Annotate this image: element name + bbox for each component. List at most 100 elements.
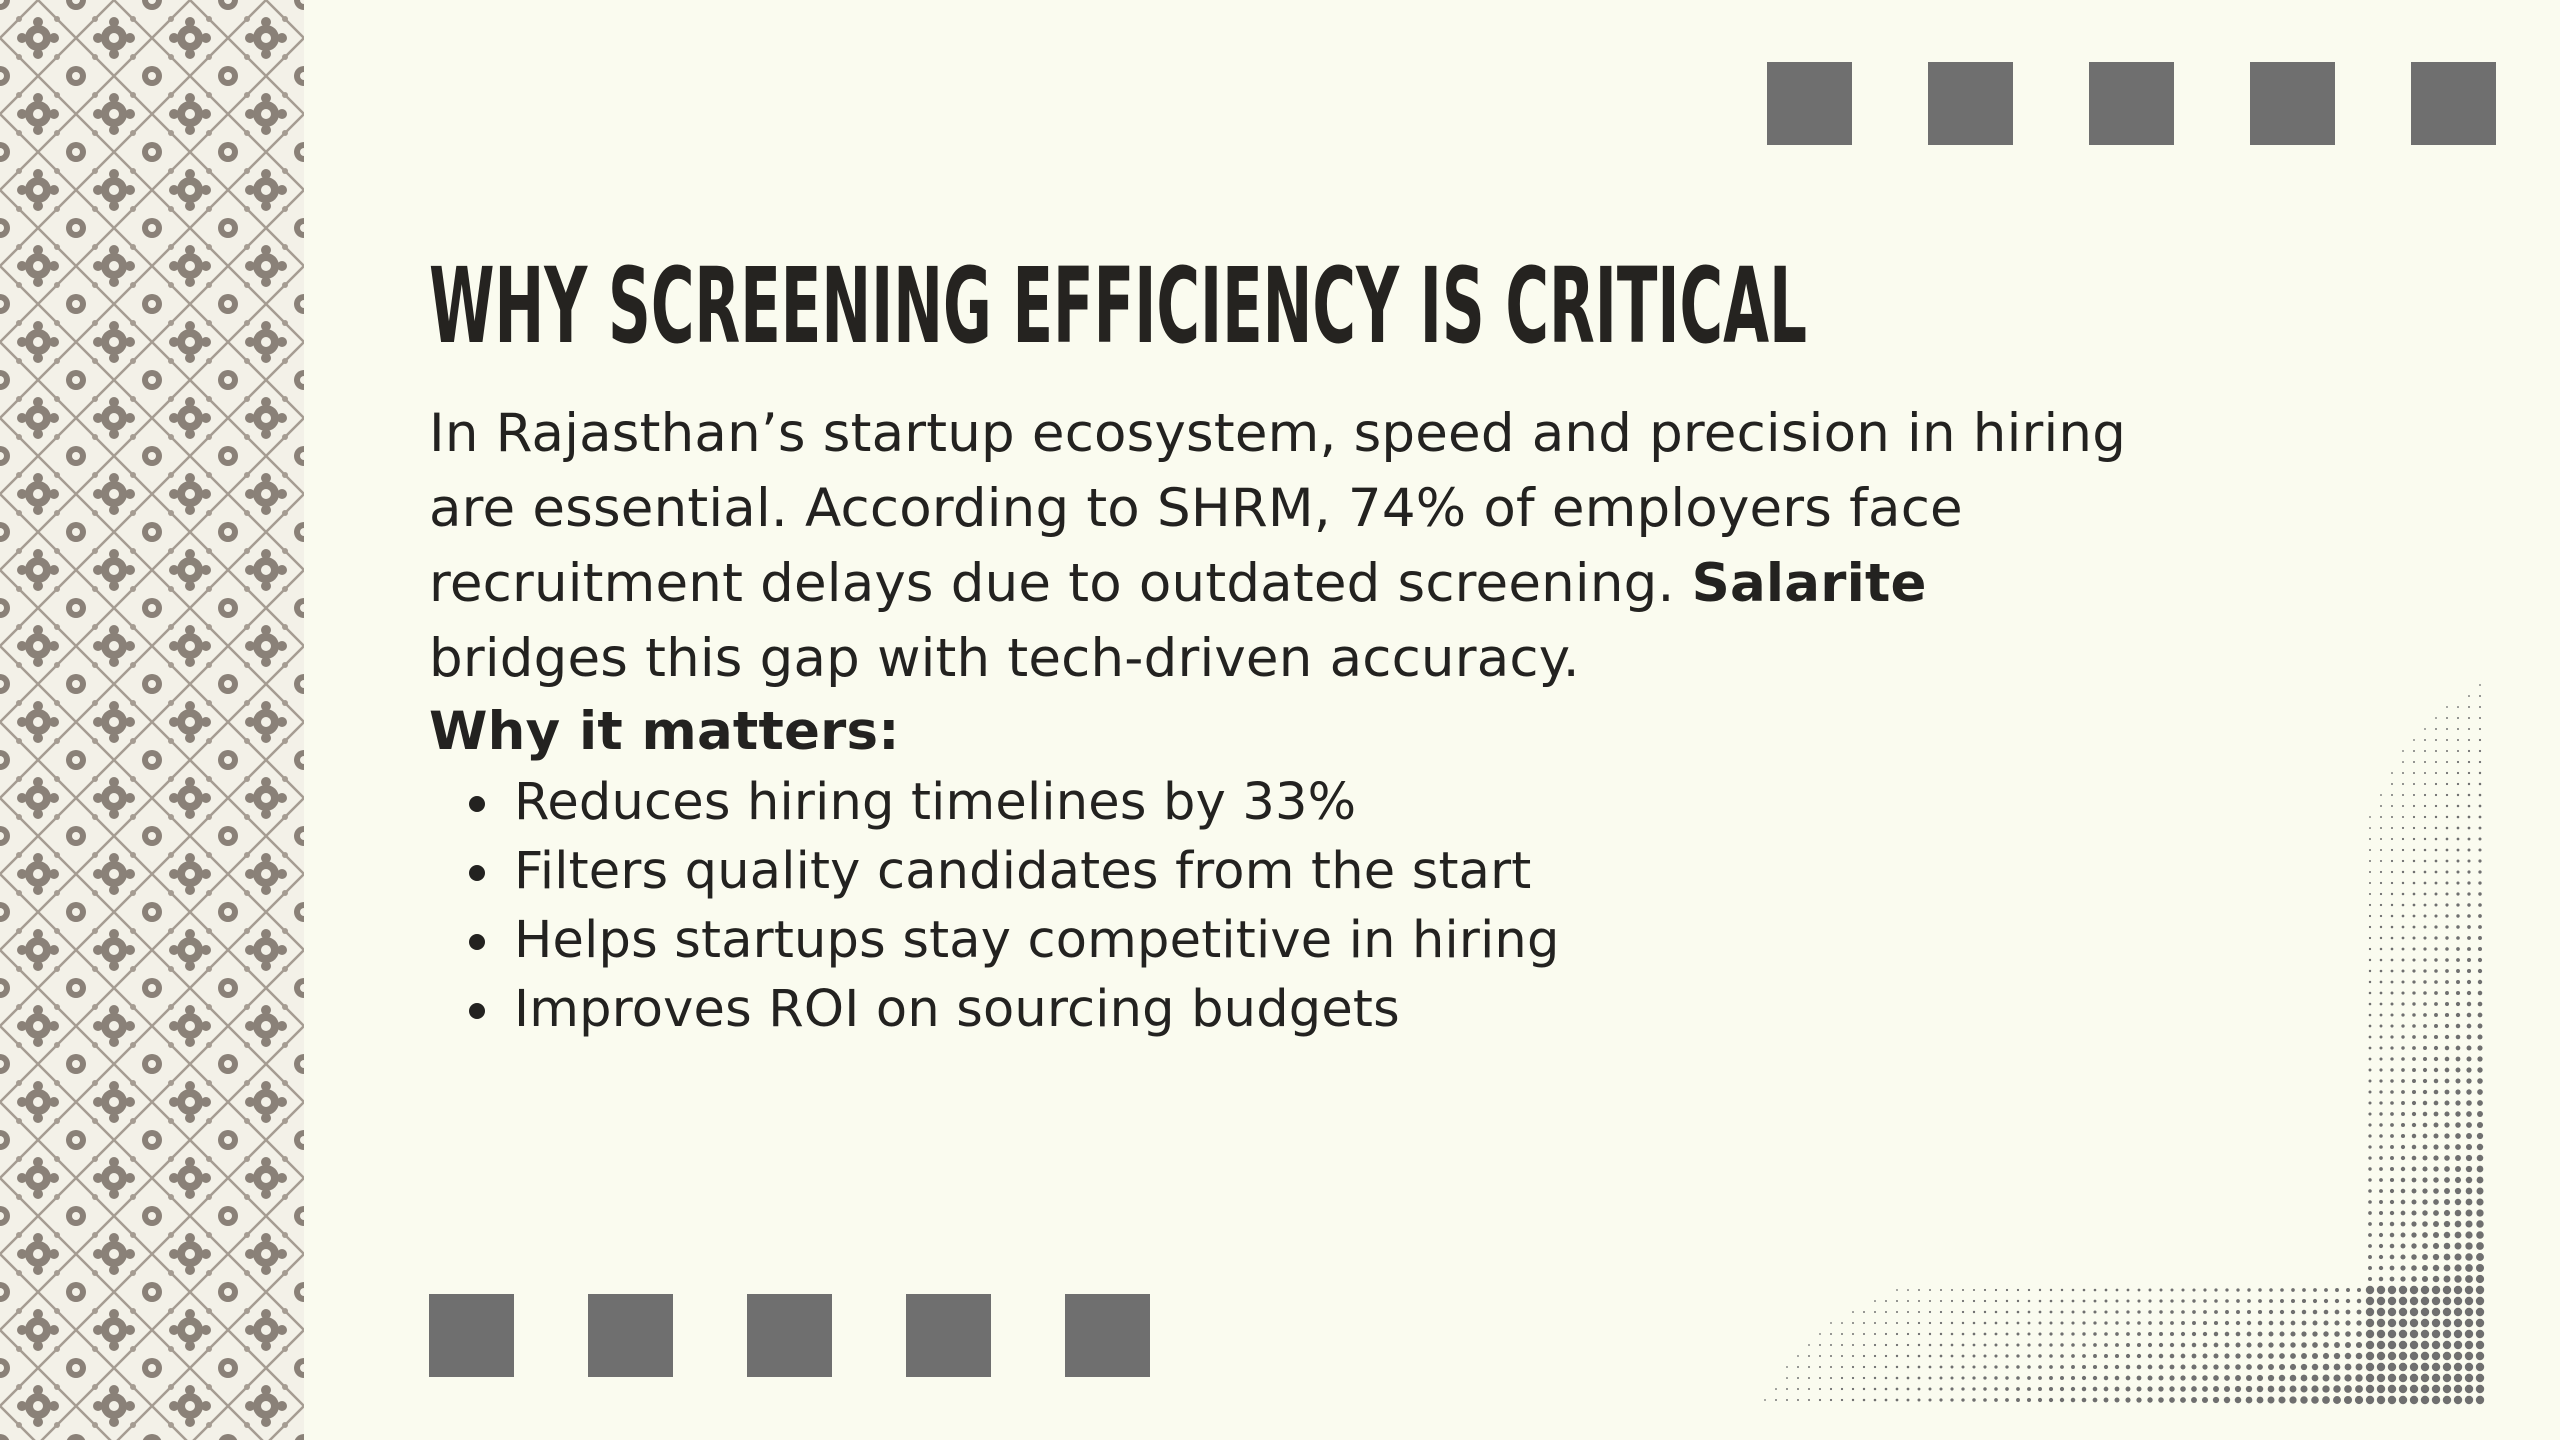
halftone-dot [2421,1264,2429,1272]
halftone-dot [1786,1388,1788,1390]
halftone-dot [2379,1057,2383,1061]
halftone-dot [2477,968,2483,974]
halftone-dot [2049,1310,2053,1314]
halftone-dot [2356,1298,2362,1304]
halftone-dot [2368,1013,2372,1017]
halftone-dot [2475,1318,2485,1328]
halftone-dot [2401,991,2405,995]
halftone-dot [1895,1354,1899,1358]
halftone-dot [1983,1343,1987,1347]
halftone-dot [1862,1365,1866,1369]
halftone-dot [2234,1385,2242,1393]
halftone-dot [2423,870,2427,874]
halftone-dot [2401,980,2405,984]
halftone-dot [2445,991,2449,995]
halftone-dot [2391,772,2393,774]
halftone-dot [2455,1144,2461,1150]
halftone-dot [1906,1387,1910,1391]
halftone-dot [2005,1365,2009,1369]
halftone-dot [2390,1079,2394,1083]
halftone-dot [2368,1189,2372,1193]
halftone-dot [1874,1311,1876,1313]
halftone-dot [1906,1321,1910,1325]
halftone-dot [2465,1198,2473,1206]
halftone-dot [2126,1321,2130,1325]
halftone-dot [2202,1386,2208,1392]
halftone-dot [2256,1385,2264,1393]
halftone-dot [2467,870,2471,874]
halftone-dot [2457,717,2459,719]
halftone-dot [2467,936,2471,940]
halftone-dot [2443,1242,2451,1250]
halftone-dot [2301,1320,2307,1326]
halftone-dot [2478,716,2482,720]
halftone-dot [1928,1354,1932,1358]
bullet-dot [469,1003,485,1019]
halftone-dot [2201,1396,2209,1404]
halftone-dot [1873,1398,1877,1402]
halftone-dot [2125,1397,2131,1403]
halftone-dot [2422,1122,2428,1128]
halftone-dot [2444,1111,2450,1117]
halftone-dot [2368,1266,2372,1270]
halftone-dot [2412,1002,2416,1006]
halftone-dot [2289,1396,2297,1404]
halftone-dot [2169,1353,2175,1359]
halftone-dot [2456,881,2460,885]
halftone-dot [2476,1231,2484,1239]
halftone-dot [2027,1376,2031,1380]
halftone-dot [2213,1375,2219,1381]
halftone-dot [1862,1376,1866,1380]
halftone-dot [2431,1384,2441,1394]
halftone-dot [2442,1362,2452,1372]
halftone-dot [2433,1188,2439,1194]
halftone-dot [2126,1310,2130,1314]
halftone-dot [1994,1343,1998,1347]
halftone-dot [2445,826,2449,830]
halftone-dot [2223,1385,2231,1393]
halftone-dot [2420,1351,2430,1361]
halftone-dot [2422,1210,2428,1216]
halftone-dot [2434,804,2438,808]
halftone-dot [2466,990,2472,996]
halftone-dot [2455,1001,2461,1007]
halftone-dot [2468,706,2470,708]
halftone-dot [2455,1067,2461,1073]
halftone-dot [2445,925,2449,929]
halftone-dot [2411,1265,2417,1271]
halftone-dot [2114,1386,2120,1392]
halftone-dot [1928,1343,1932,1347]
halftone-dot [2400,1276,2406,1282]
halftone-dot [2455,1111,2461,1117]
halftone-dot [2378,1232,2384,1238]
halftone-dot [2390,903,2394,907]
halftone-dot [2423,782,2427,786]
halftone-dot [2115,1343,2119,1347]
halftone-dot [2434,1024,2438,1028]
halftone-dot [2412,881,2416,885]
halftone-dot [2081,1397,2087,1403]
halftone-dot [2379,969,2383,973]
halftone-dot [2478,881,2482,885]
halftone-dot [2412,782,2416,786]
halftone-dot [1961,1321,1965,1325]
halftone-dot [2235,1331,2241,1337]
halftone-dot [2376,1296,2386,1306]
halftone-dot [1796,1398,1800,1402]
halftone-dot [2431,1340,2441,1350]
halftone-dot [2398,1318,2408,1328]
halftone-dot [1928,1365,1932,1369]
halftone-dot [2432,1264,2440,1272]
halftone-dot [2456,815,2460,819]
halftone-dot [2027,1332,2031,1336]
halftone-dot [2290,1353,2296,1359]
halftone-dot [2477,1067,2483,1073]
halftone-dot [2400,1122,2406,1128]
halftone-dot [2214,1310,2218,1314]
halftone-dot [2391,794,2393,796]
halftone-dot [2412,837,2416,841]
halftone-dot [1983,1332,1987,1336]
halftone-dot [1918,1300,1920,1302]
halftone-dot [2323,1342,2329,1348]
halftone-dot [2148,1299,2152,1303]
